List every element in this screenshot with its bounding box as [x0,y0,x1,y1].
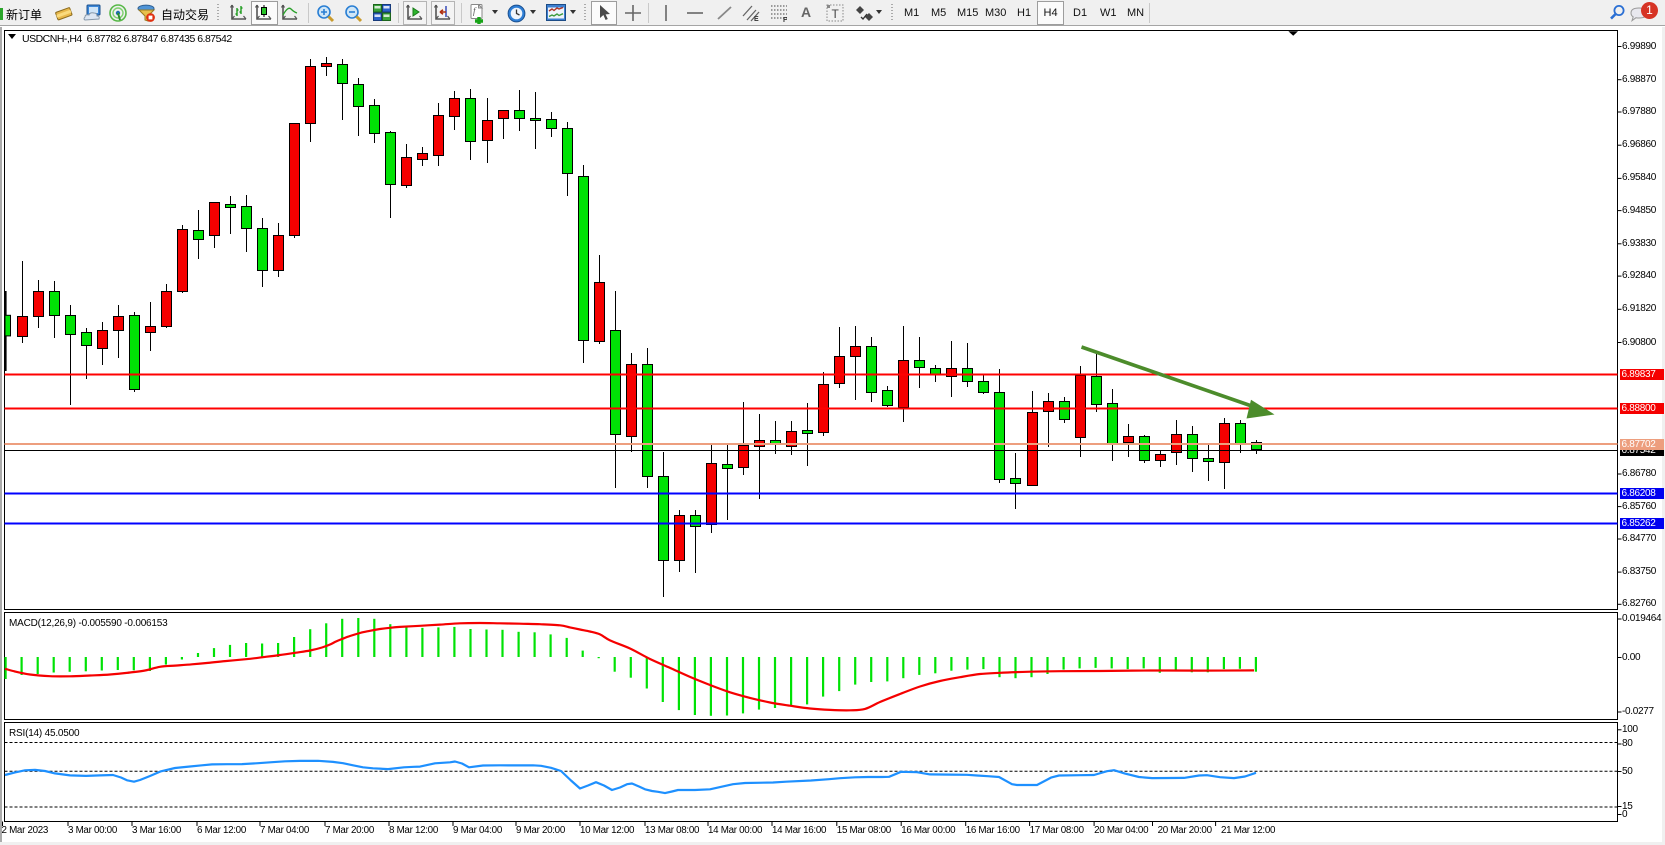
svg-text:E: E [754,16,759,23]
svg-text:F: F [783,17,788,23]
svg-text:f: f [473,6,477,16]
svg-text:T: T [832,7,840,21]
